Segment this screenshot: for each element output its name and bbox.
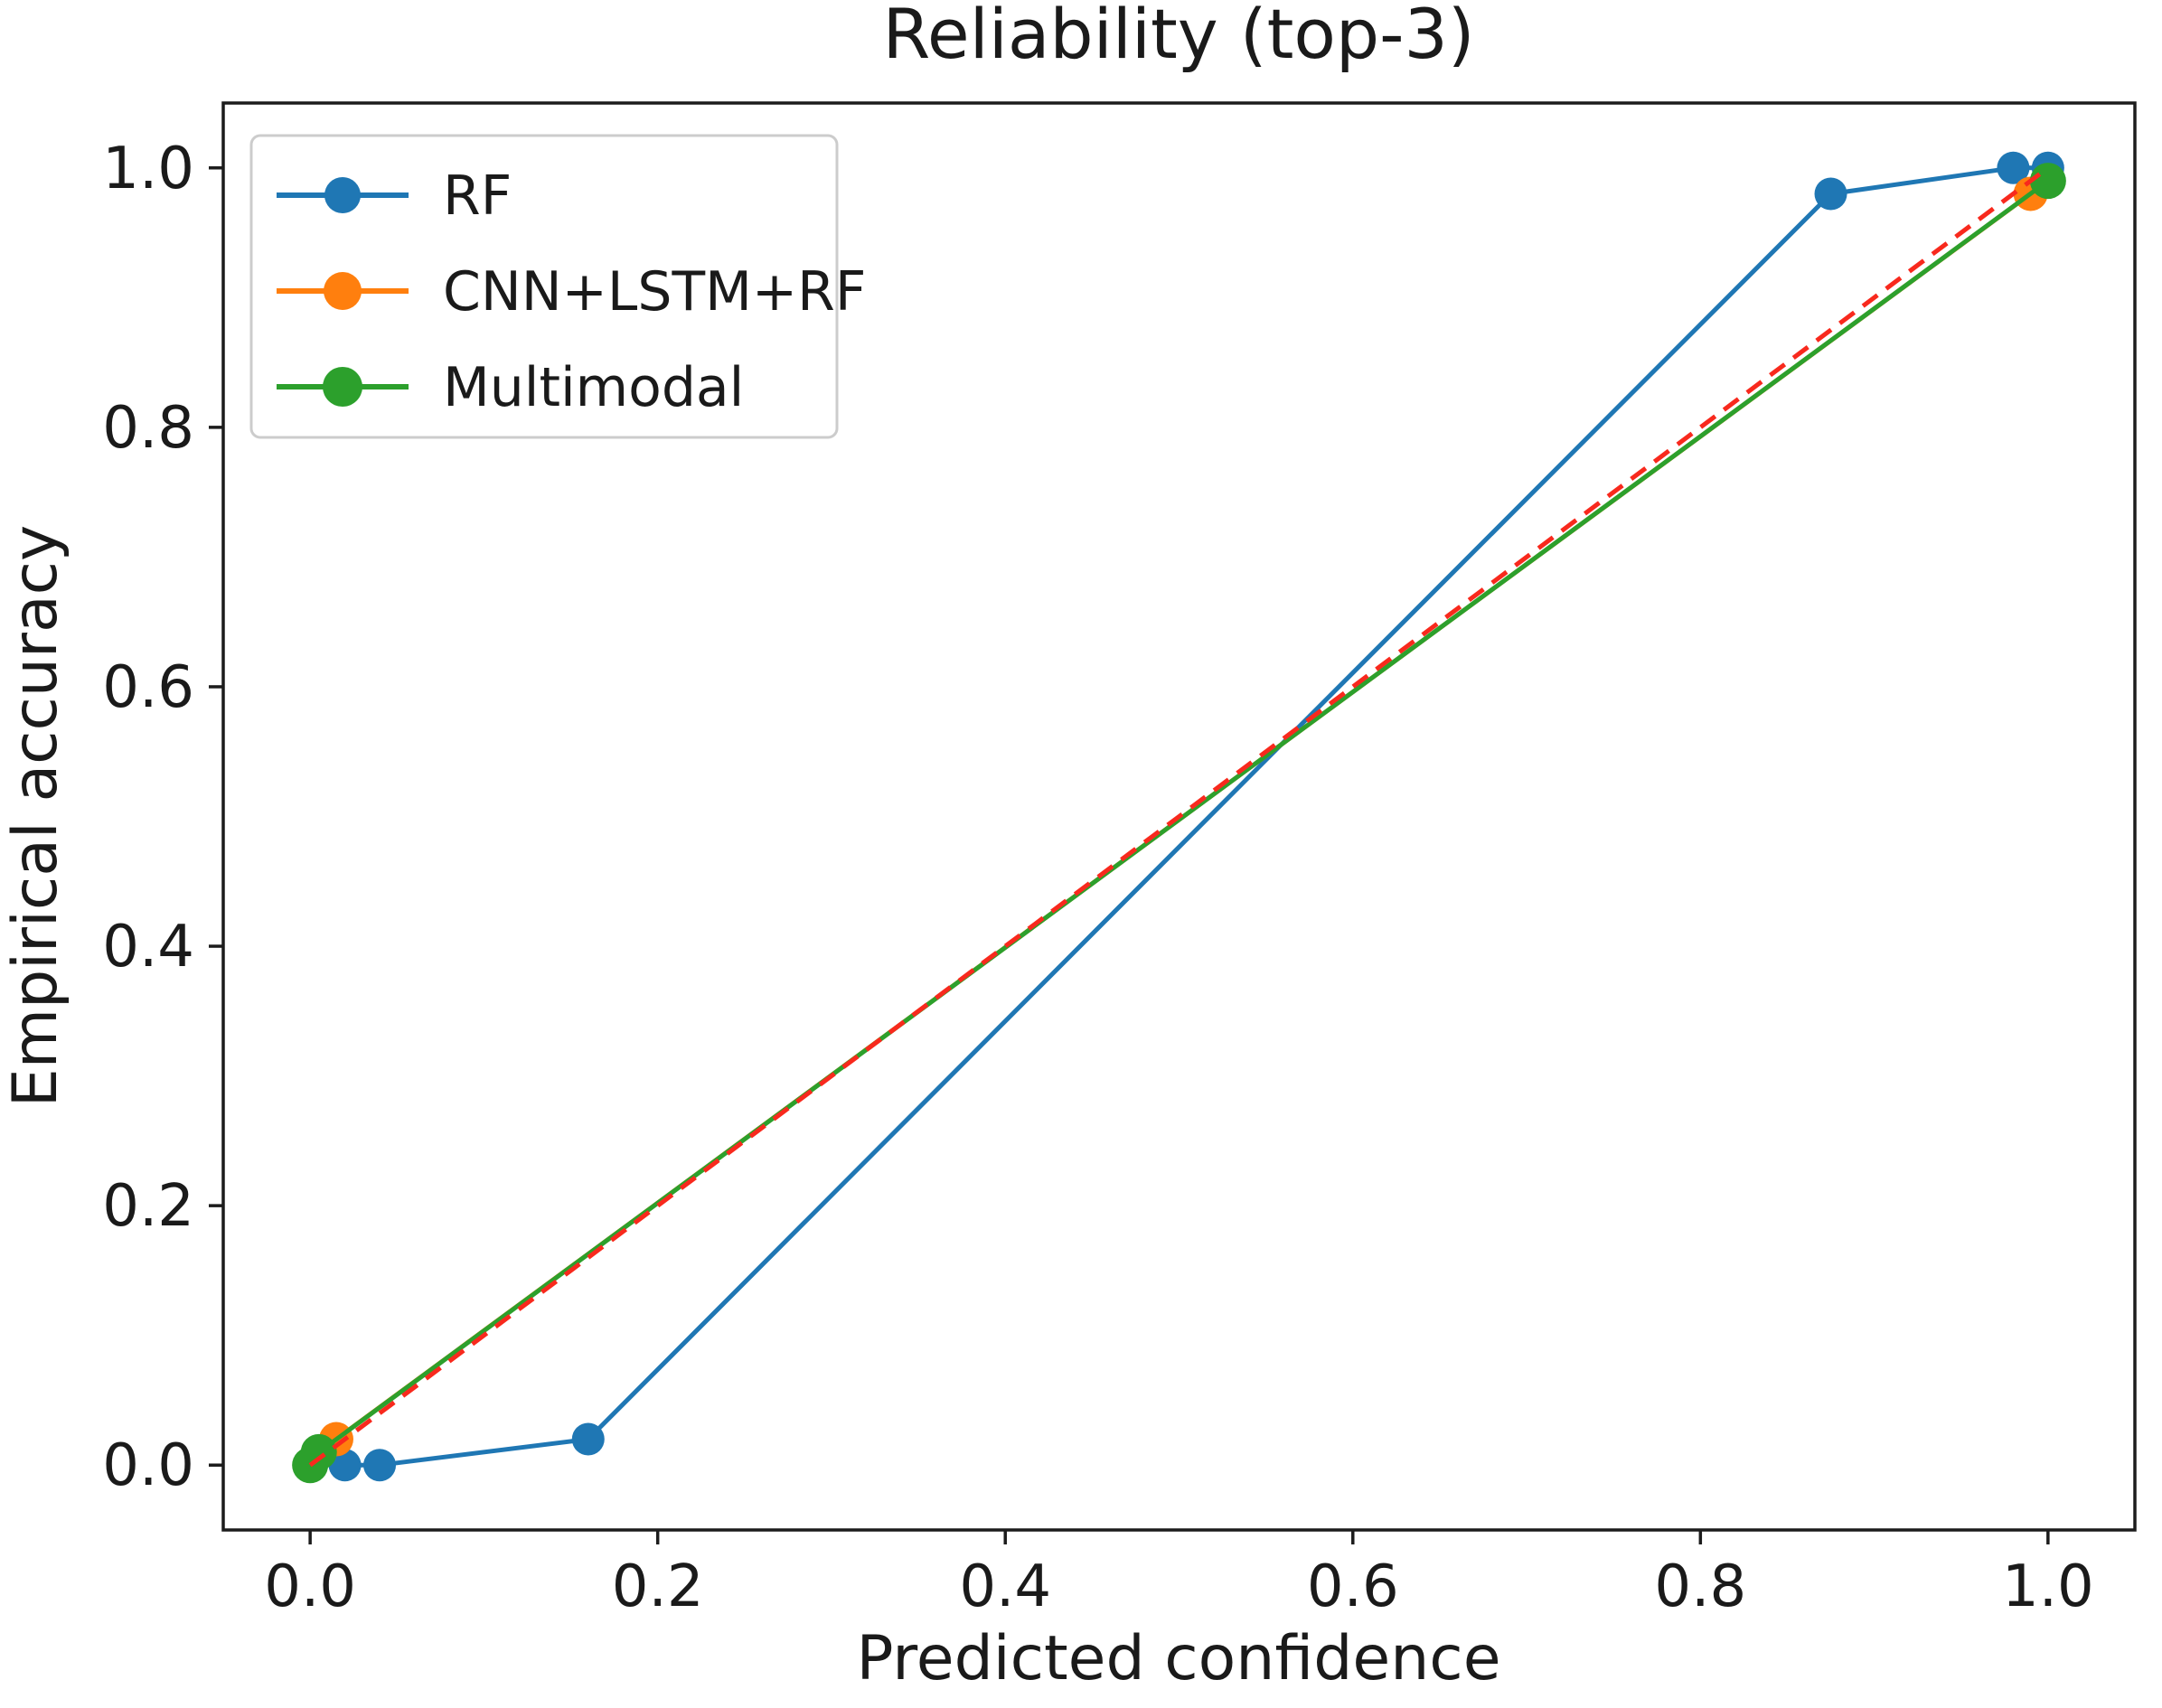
series-marker-RF (363, 1449, 397, 1482)
legend-box (249, 134, 839, 439)
x-tick-label: 1.0 (2002, 1553, 2094, 1620)
y-tick-label: 0.0 (102, 1432, 194, 1499)
x-tick-label: 0.4 (959, 1553, 1051, 1620)
x-tick-label: 0.8 (1654, 1553, 1746, 1620)
x-tick-label: 0.0 (264, 1553, 356, 1620)
y-axis-label: Empirical accuracy (0, 525, 71, 1107)
x-tick-label: 0.6 (1307, 1553, 1399, 1620)
reference-diagonal-line (308, 165, 2050, 1468)
y-tick-label: 0.8 (102, 395, 194, 462)
legend-sample-marker-CNN-LSTM-RF (324, 272, 362, 310)
y-tick-label: 0.6 (102, 654, 194, 721)
series-marker-RF (328, 1449, 362, 1482)
plot-area: 0.0 0.2 0.4 0.6 0.8 1.0 0.0 0.2 0.4 0.6 0.8 1.0 RF CN… (102, 101, 2137, 1620)
chart-title: Reliability (top-3) (882, 0, 1474, 74)
y-tick-label: 0.4 (102, 914, 194, 981)
series-marker-RF (1814, 177, 1847, 211)
legend-sample-marker-Multimodal (323, 367, 362, 407)
y-tick-label: 1.0 (102, 136, 194, 202)
series-marker-Multimodal (2029, 163, 2066, 200)
y-tick-label: 0.2 (102, 1173, 194, 1240)
legend-label-RF: RF (443, 164, 512, 228)
x-axis-label: Predicted confidence (856, 1623, 1500, 1694)
legend-sample-marker-RF (324, 177, 361, 213)
plot-spines (221, 101, 2137, 1532)
legend-label-Multimodal: Multimodal (443, 356, 744, 419)
series-marker-RF (571, 1422, 605, 1456)
series-marker-Multimodal (300, 1433, 337, 1470)
x-tick-label: 0.2 (612, 1553, 704, 1620)
legend-label-CNN-LSTM-RF: CNN+LSTM+RF (443, 260, 866, 324)
series-marker-RF (1997, 151, 2030, 184)
